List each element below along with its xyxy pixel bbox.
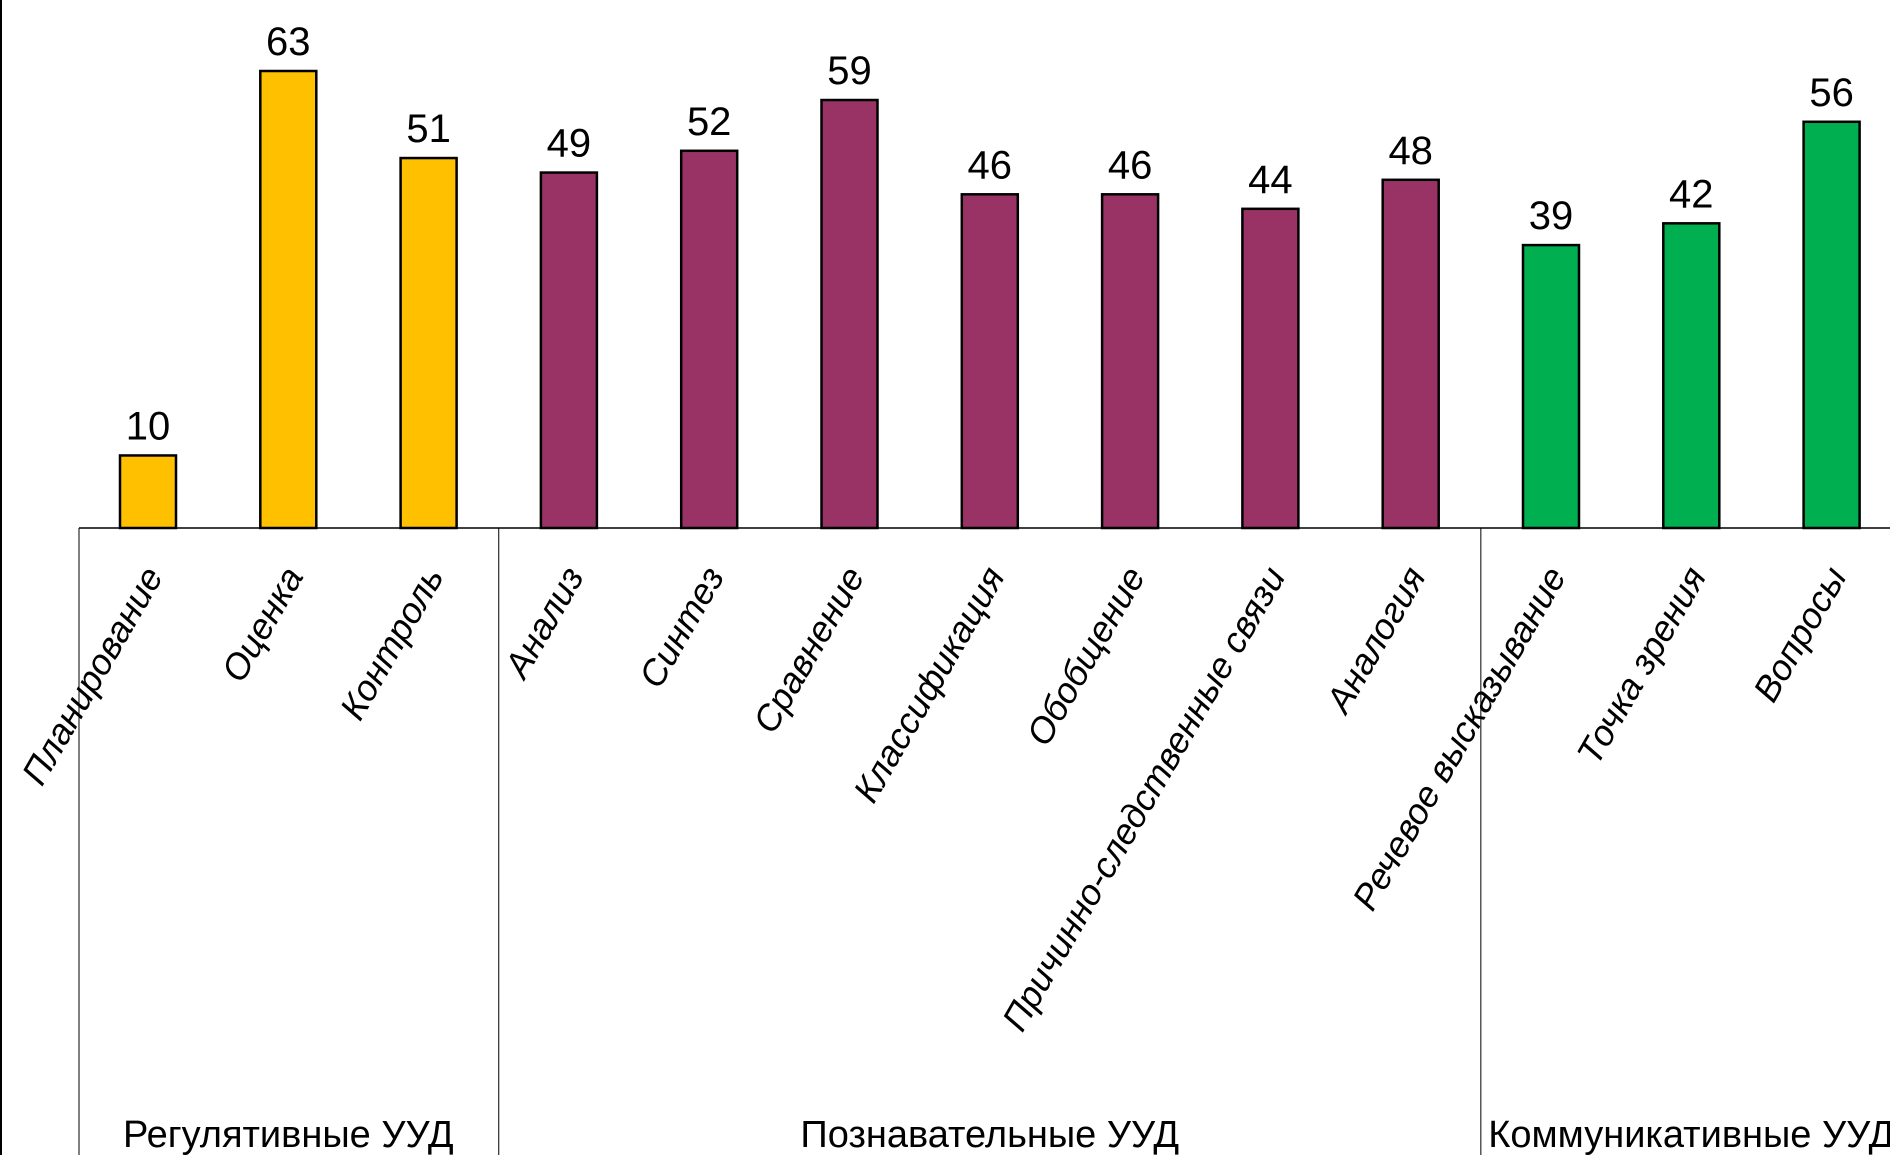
category-label: Синтез (631, 560, 733, 695)
value-label: 44 (1248, 158, 1293, 202)
bar-оценка (259, 69, 318, 530)
bar-точка-зрения (1662, 222, 1721, 530)
value-label: 48 (1388, 129, 1433, 173)
category-label: Планирование (13, 560, 171, 792)
value-label: 46 (968, 143, 1013, 187)
bar-аналогия (1381, 178, 1440, 530)
bar-синтез (679, 149, 739, 530)
value-label: 42 (1669, 172, 1714, 216)
value-label: 46 (1108, 143, 1153, 187)
category-label: Классификация (845, 560, 1013, 810)
category-label: Обобщение (1018, 560, 1153, 753)
category-label: Оценка (213, 560, 311, 689)
bar-речевое-высказывание (1521, 243, 1581, 530)
category-labels-layer: Планирование Оценка Контроль Анализ Синтез Ср… (13, 560, 1854, 1038)
category-label: Точка зрения (1568, 560, 1714, 772)
category-label: Сравнение (745, 560, 873, 740)
bar-контроль (399, 156, 458, 530)
bar-вопросы (1802, 120, 1861, 530)
category-label: Вопросы (1745, 560, 1855, 709)
bar-сравнение (820, 98, 879, 530)
group-layer: Регулятивные УУД Познавательные УУД Коммун… (78, 528, 1890, 1155)
group-label: Регулятивные УУД (123, 1114, 454, 1155)
category-label: Контроль (331, 560, 451, 727)
value-label: 51 (406, 107, 451, 151)
bar-планирование (118, 454, 178, 530)
category-label: Аналогия (1317, 560, 1434, 721)
group-label: Коммуникативные УУД (1488, 1114, 1890, 1155)
bars-layer (118, 69, 1861, 530)
value-label: 10 (126, 404, 171, 448)
bar-причинно-следственные-связи (1241, 207, 1300, 530)
bar-классификация (960, 193, 1020, 530)
value-label: 49 (547, 122, 592, 166)
value-label: 52 (687, 100, 732, 144)
category-label: Анализ (495, 560, 592, 687)
bar-анализ (539, 171, 599, 530)
value-label: 39 (1529, 194, 1574, 238)
category-label: Причинно-следственные связи (994, 560, 1294, 1038)
value-label: 63 (266, 20, 311, 64)
value-label: 56 (1809, 71, 1854, 115)
value-labels-layer: 10 63 51 49 52 59 46 46 44 48 39 42 56 (126, 20, 1854, 448)
bar-обобщение (1100, 193, 1160, 530)
value-label: 59 (827, 49, 872, 93)
group-label: Познавательные УУД (800, 1114, 1179, 1155)
